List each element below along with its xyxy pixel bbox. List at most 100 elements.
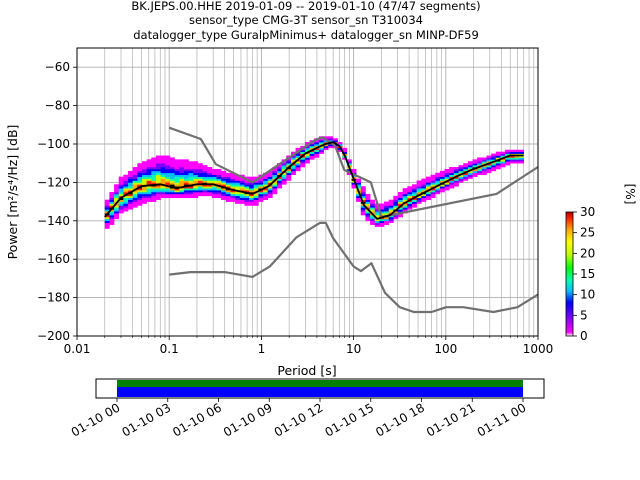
heatmap-cell [365, 216, 371, 220]
heatmap-cell [314, 151, 320, 154]
heatmap-cell [318, 138, 324, 141]
heatmap-cell [267, 190, 273, 193]
heatmap-cell [244, 186, 250, 189]
heatmap-cell [244, 195, 250, 199]
heatmap-cell [137, 178, 143, 181]
heatmap-cell [253, 184, 259, 187]
heatmap-cell [104, 199, 110, 202]
heatmap-cell [393, 199, 399, 202]
heatmap-cell [360, 192, 366, 195]
heatmap-cell [128, 170, 133, 174]
heatmap-cell [193, 170, 199, 174]
heatmap-cell [216, 168, 222, 172]
heatmap-cell [221, 182, 227, 185]
heatmap-cell [169, 195, 175, 199]
heatmap-cell [183, 190, 189, 193]
heatmap-cell [165, 170, 171, 174]
heatmap-cell [384, 207, 390, 210]
heatmap-cell [477, 159, 483, 162]
heatmap-cell [118, 211, 124, 214]
heatmap-cell [151, 165, 157, 168]
heatmap-cell [435, 186, 441, 189]
heatmap-cell [281, 172, 287, 176]
heatmap-cell [132, 193, 138, 197]
heatmap-cell [290, 157, 296, 160]
heatmap-cell [137, 165, 143, 168]
heatmap-cell [272, 188, 278, 191]
heatmap-cell [407, 207, 413, 210]
heatmap-cell [146, 159, 152, 162]
heatmap-cell [197, 176, 203, 179]
heatmap-cell [388, 201, 394, 204]
heatmap-cell [458, 167, 464, 170]
heatmap-cell [123, 201, 129, 204]
heatmap-cell [230, 190, 236, 193]
heatmap-cell [137, 170, 143, 174]
heatmap-cell [193, 174, 199, 177]
heatmap-cell [458, 174, 464, 177]
time-tick-label: 01-10 12 [272, 400, 326, 439]
heatmap-cell [230, 184, 236, 187]
heatmap-cell [309, 144, 315, 147]
heatmap-cell [500, 165, 506, 168]
heatmap-cell [141, 190, 147, 193]
heatmap-cell [463, 174, 469, 177]
heatmap-cell [174, 172, 180, 176]
heatmap-cell [146, 195, 152, 199]
heatmap-cell [169, 163, 175, 166]
heatmap-cell [160, 157, 166, 160]
heatmap-cell [118, 180, 124, 183]
heatmap-cell [169, 182, 175, 185]
heatmap-cell [137, 174, 143, 177]
heatmap-cell [118, 209, 124, 212]
heatmap-cell [146, 163, 152, 166]
heatmap-cell [244, 190, 250, 193]
heatmap-cell [435, 192, 441, 195]
heatmap-cell [118, 186, 124, 189]
heatmap-cell [244, 201, 250, 204]
heatmap-cell [272, 174, 278, 177]
heatmap-cell [421, 184, 427, 187]
heatmap-cell [244, 184, 250, 187]
x-tick-label: 0.01 [64, 342, 91, 356]
heatmap-cell [137, 167, 143, 170]
heatmap-cell [160, 170, 166, 174]
heatmap-cell [370, 220, 376, 224]
heatmap-cell [439, 178, 445, 181]
heatmap-cell [202, 180, 208, 183]
heatmap-cell [174, 161, 180, 164]
heatmap-cell [253, 176, 259, 179]
heatmap-cell [165, 161, 171, 164]
heatmap-cell [104, 222, 110, 225]
heatmap-cell [132, 203, 138, 206]
heatmap-cell [444, 184, 450, 187]
heatmap-cell [165, 188, 171, 191]
heatmap-cell [370, 222, 376, 225]
heatmap-cell [439, 170, 445, 174]
heatmap-cell [239, 201, 245, 204]
heatmap-cell [267, 193, 273, 197]
heatmap-cell [118, 190, 124, 193]
heatmap-cell [109, 220, 115, 224]
heatmap-cell [137, 195, 143, 199]
heatmap-cell [174, 165, 180, 168]
heatmap-cell [258, 190, 264, 193]
heatmap-cell [253, 195, 259, 199]
heatmap-cell [393, 197, 399, 200]
heatmap-cell [435, 182, 441, 185]
heatmap-cell [318, 147, 324, 151]
heatmap-cell [155, 170, 161, 174]
heatmap-cell [407, 186, 413, 189]
heatmap-cell [481, 168, 487, 172]
heatmap-cell [128, 178, 133, 181]
heatmap-cell [360, 188, 366, 191]
heatmap-cell [281, 168, 287, 172]
heatmap-cell [211, 193, 217, 197]
heatmap-cell [155, 161, 161, 164]
coverage-bar-blue [117, 387, 523, 397]
heatmap-cell [328, 144, 334, 147]
heatmap-cell [179, 168, 185, 172]
heatmap-cell [197, 170, 203, 174]
heatmap-cell [258, 192, 264, 195]
